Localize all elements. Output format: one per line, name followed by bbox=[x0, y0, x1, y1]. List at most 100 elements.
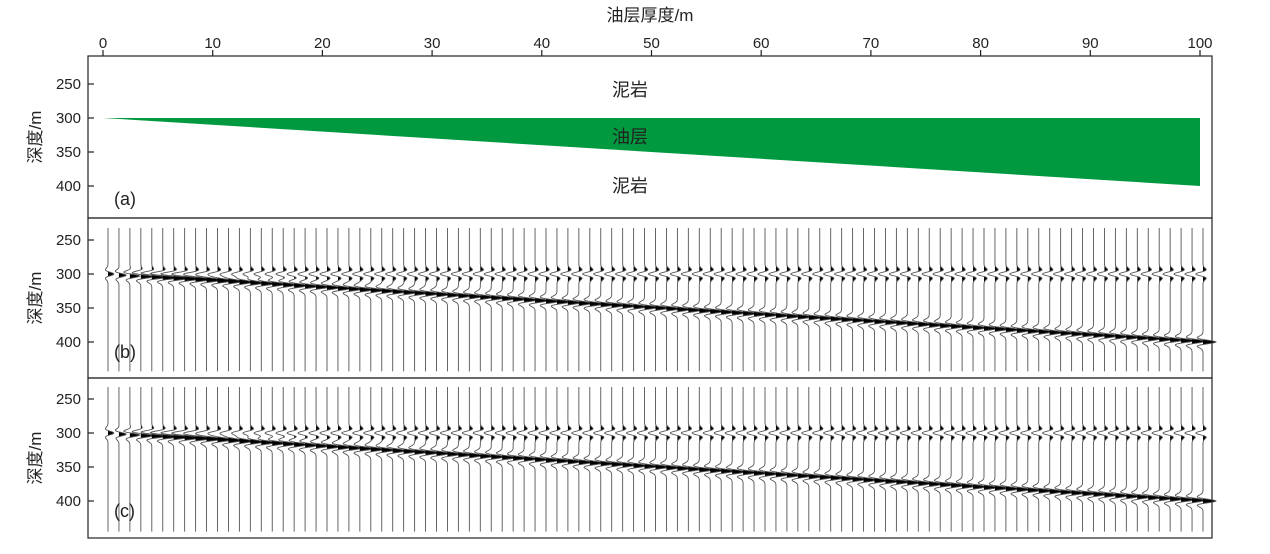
seismic-trace bbox=[779, 387, 801, 532]
seismic-trace bbox=[615, 228, 637, 372]
x-tick-label: 90 bbox=[1082, 35, 1099, 52]
seismic-trace bbox=[877, 387, 900, 532]
seismic-trace bbox=[724, 387, 746, 532]
seismic-trace bbox=[888, 228, 911, 372]
seismic-trace bbox=[658, 387, 680, 532]
seismic-trace bbox=[183, 228, 212, 372]
x-tick-label: 10 bbox=[204, 35, 221, 52]
trace-fill bbox=[195, 387, 211, 442]
seismic-trace bbox=[253, 228, 275, 372]
seismic-trace bbox=[1162, 228, 1184, 372]
y-tick-label: 250 bbox=[56, 76, 81, 93]
seismic-trace bbox=[286, 387, 309, 532]
seismic-trace bbox=[264, 228, 286, 372]
seismic-trace bbox=[757, 228, 779, 372]
seismic-trace bbox=[461, 228, 484, 372]
seismic-trace bbox=[195, 228, 222, 372]
seismic-trace bbox=[297, 387, 320, 532]
seismic-trace bbox=[352, 228, 374, 372]
seismic-trace bbox=[374, 228, 396, 372]
seismic-trace bbox=[910, 228, 932, 372]
seismic-trace bbox=[140, 228, 168, 372]
seismic-trace bbox=[834, 228, 856, 372]
seismic-trace bbox=[1129, 228, 1152, 372]
seismic-trace bbox=[1173, 228, 1195, 372]
panel-b-y-title: 深度/m bbox=[26, 272, 45, 325]
seismic-trace bbox=[428, 228, 451, 372]
seismic-trace bbox=[195, 387, 222, 532]
seismic-trace bbox=[439, 228, 462, 372]
seismic-trace bbox=[855, 387, 878, 532]
seismic-trace bbox=[170, 228, 201, 372]
seismic-trace bbox=[899, 228, 921, 372]
trace-fill bbox=[666, 228, 680, 312]
seismic-trace bbox=[1096, 228, 1119, 372]
seismic-trace bbox=[286, 228, 309, 372]
seismic-trace bbox=[450, 387, 473, 532]
seismic-trace bbox=[560, 228, 582, 372]
panel-a-geologic-model: 泥岩 油层 泥岩 (a) 深度/m 250 300 350 400 bbox=[26, 55, 1213, 219]
seismic-trace bbox=[866, 228, 889, 372]
seismic-trace bbox=[1162, 387, 1184, 532]
seismic-trace bbox=[921, 387, 943, 532]
seismic-trace bbox=[230, 228, 254, 372]
y-tick-label: 250 bbox=[56, 232, 81, 249]
seismic-trace bbox=[746, 387, 768, 532]
seismic-trace bbox=[943, 228, 966, 372]
seismic-trace bbox=[319, 228, 341, 372]
layer-label-oil-layer: 油层 bbox=[612, 127, 648, 147]
trace-fill bbox=[118, 387, 127, 437]
seismic-trace bbox=[396, 387, 418, 532]
seismic-trace bbox=[954, 387, 977, 532]
seismic-trace bbox=[1184, 387, 1206, 532]
seismic-trace bbox=[1151, 228, 1173, 372]
panel-b-wiggle-traces bbox=[104, 228, 1217, 372]
seismic-trace bbox=[855, 228, 878, 372]
seismic-trace bbox=[1173, 387, 1195, 532]
seismic-trace bbox=[1151, 387, 1173, 532]
seismic-trace bbox=[104, 387, 115, 532]
seismic-trace bbox=[483, 228, 505, 372]
seismic-trace bbox=[264, 387, 286, 532]
seismic-trace bbox=[625, 228, 648, 372]
seismic-trace bbox=[253, 387, 275, 532]
x-tick-label: 100 bbox=[1187, 35, 1212, 52]
seismic-trace bbox=[866, 387, 889, 532]
seismic-trace bbox=[207, 228, 233, 372]
seismic-trace bbox=[1009, 228, 1031, 372]
trace-fill bbox=[228, 228, 243, 285]
x-axis-title: 油层厚度/m bbox=[607, 6, 694, 25]
seismic-trace bbox=[812, 228, 834, 372]
seismic-trace bbox=[582, 387, 604, 532]
seismic-trace bbox=[527, 228, 549, 372]
seismic-trace bbox=[549, 387, 571, 532]
seismic-trace bbox=[823, 387, 844, 532]
seismic-trace bbox=[943, 387, 966, 532]
seismic-trace bbox=[647, 228, 670, 372]
seismic-trace bbox=[123, 387, 141, 532]
seismic-trace bbox=[790, 387, 812, 532]
panel-c-synthetic-seismic: (c) 深度/m 250 300 350 400 bbox=[26, 377, 1217, 539]
seismic-trace bbox=[230, 387, 254, 532]
seismic-trace bbox=[571, 387, 593, 532]
seismic-trace bbox=[713, 387, 736, 532]
panel-b-frame bbox=[87, 217, 1213, 379]
seismic-trace bbox=[1053, 228, 1075, 372]
seismic-trace bbox=[987, 228, 1009, 372]
seismic-trace bbox=[131, 387, 155, 532]
seismic-trace bbox=[149, 228, 180, 372]
seismic-trace bbox=[1031, 228, 1053, 372]
seismic-trace bbox=[549, 228, 571, 372]
seismic-trace bbox=[932, 228, 955, 372]
y-tick-label: 400 bbox=[56, 334, 81, 351]
seismic-trace bbox=[604, 387, 626, 532]
oil-layer-wedge bbox=[103, 118, 1200, 186]
x-axis-ticks: 0 10 20 30 40 50 60 70 80 90 100 bbox=[99, 35, 1213, 56]
trace-fill bbox=[1203, 228, 1216, 345]
seismic-trace bbox=[207, 387, 233, 532]
seismic-trace bbox=[735, 228, 757, 372]
x-tick-label: 30 bbox=[424, 35, 441, 52]
x-tick-label: 60 bbox=[753, 35, 770, 52]
seismic-trace bbox=[494, 387, 516, 532]
